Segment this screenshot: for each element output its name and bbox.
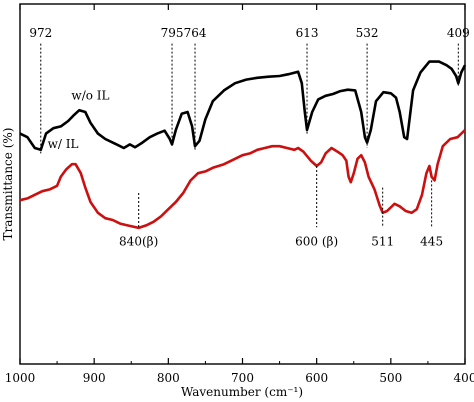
peak-label: 409 bbox=[447, 26, 470, 40]
y-axis-label: Transmittance (%) bbox=[1, 128, 15, 241]
x-axis-label: Wavenumber (cm⁻¹) bbox=[181, 385, 303, 399]
x-tick-label: 900 bbox=[83, 371, 106, 385]
series-line-1 bbox=[19, 129, 466, 230]
x-tick-label: 400 bbox=[454, 371, 474, 385]
peak-label: 511 bbox=[371, 235, 394, 249]
x-tick-label: 800 bbox=[157, 371, 180, 385]
x-tick-label: 600 bbox=[305, 371, 328, 385]
x-tick-label: 500 bbox=[379, 371, 402, 385]
peak-label: 613 bbox=[296, 26, 319, 40]
x-tick-label: 700 bbox=[231, 371, 254, 385]
series-name-label: w/ IL bbox=[48, 137, 79, 151]
peak-label: 764 bbox=[184, 26, 207, 40]
annotations-layer: 972 795 764 613 532 409 840(β) 600 (β) 511 445 bbox=[29, 26, 469, 249]
peak-label: 445 bbox=[420, 235, 443, 249]
series-layer bbox=[19, 60, 467, 230]
peak-label: 972 bbox=[29, 26, 52, 40]
x-axis-ticks: 1000 900 800 700 600 500 400 bbox=[5, 4, 474, 385]
series-line-0 bbox=[19, 60, 467, 152]
peak-label: 795 bbox=[161, 26, 184, 40]
series-labels-layer: w/o IL w/ IL bbox=[48, 88, 110, 151]
peak-label: 600 (β) bbox=[295, 235, 338, 249]
peak-label: 840(β) bbox=[119, 235, 158, 249]
series-name-label: w/o IL bbox=[71, 88, 109, 102]
plot-frame bbox=[19, 3, 466, 365]
peak-label: 532 bbox=[356, 26, 379, 40]
x-tick-label: 1000 bbox=[5, 371, 36, 385]
